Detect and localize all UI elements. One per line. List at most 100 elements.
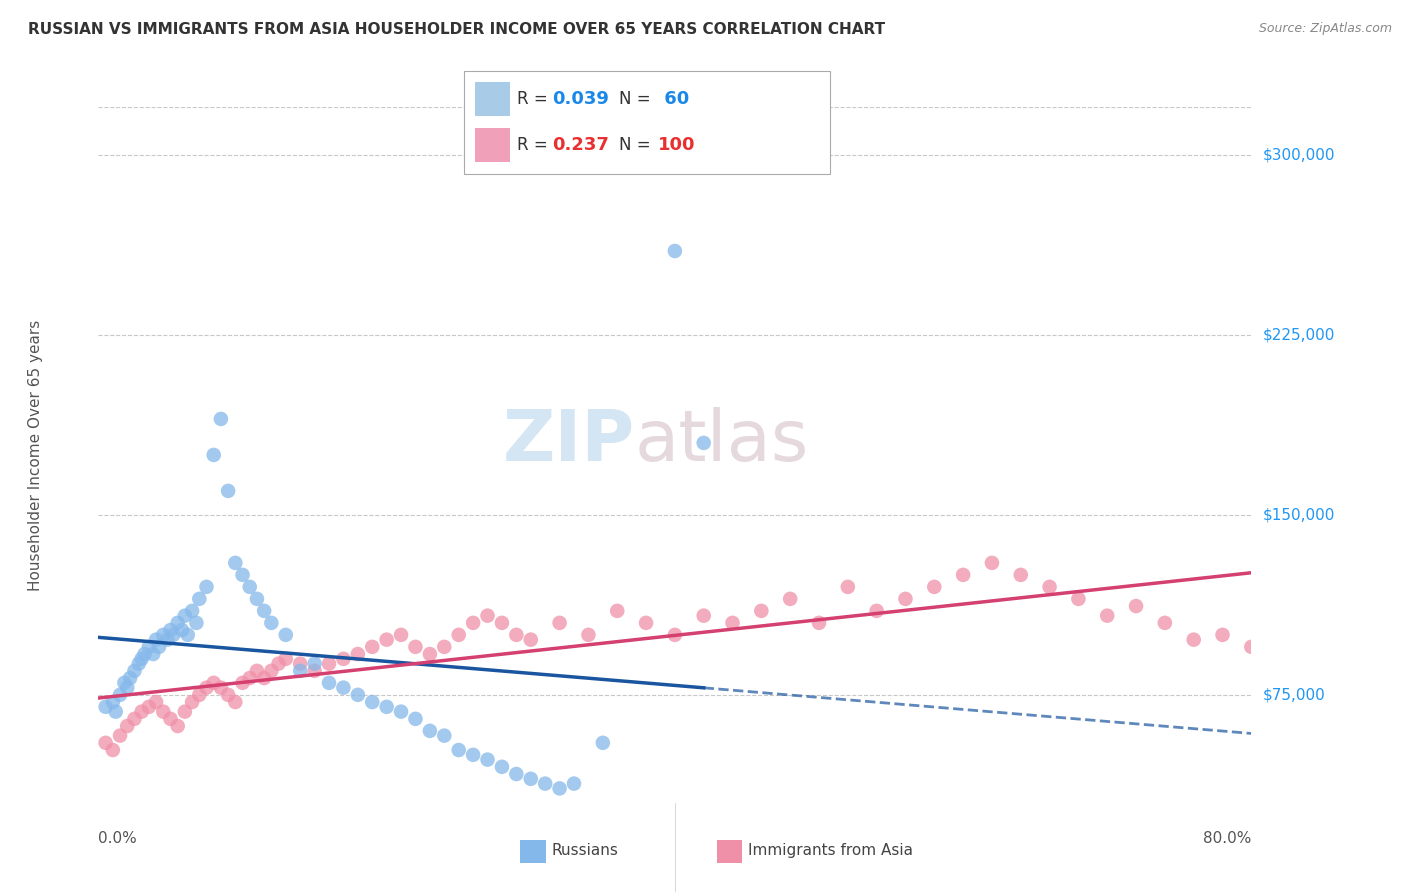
- Point: [318, 657, 340, 671]
- Text: N =: N =: [619, 136, 655, 154]
- Point: [924, 580, 946, 594]
- Point: [101, 695, 124, 709]
- Point: [548, 615, 571, 630]
- Point: [152, 628, 174, 642]
- Point: [491, 615, 513, 630]
- Point: [131, 705, 153, 719]
- Point: [405, 640, 427, 654]
- Point: [419, 647, 441, 661]
- Text: 60: 60: [658, 90, 689, 108]
- Point: [576, 628, 599, 642]
- Point: [1097, 608, 1119, 623]
- Point: [304, 664, 326, 678]
- Text: $225,000: $225,000: [1263, 327, 1334, 343]
- Text: Source: ZipAtlas.com: Source: ZipAtlas.com: [1258, 22, 1392, 36]
- Point: [246, 591, 269, 606]
- Point: [166, 719, 188, 733]
- Point: [112, 676, 135, 690]
- Point: [170, 623, 193, 637]
- Point: [461, 747, 484, 762]
- Point: [162, 628, 184, 642]
- Point: [148, 640, 170, 654]
- Point: [239, 671, 262, 685]
- Point: [267, 657, 290, 671]
- Point: [124, 664, 146, 678]
- Point: [156, 632, 179, 647]
- Point: [108, 688, 131, 702]
- Point: [1125, 599, 1147, 613]
- Point: [209, 681, 232, 695]
- Point: [174, 608, 197, 623]
- Point: [134, 647, 156, 661]
- Point: [260, 615, 283, 630]
- Point: [124, 712, 146, 726]
- Point: [375, 632, 398, 647]
- Point: [491, 760, 513, 774]
- Point: [145, 695, 167, 709]
- Text: RUSSIAN VS IMMIGRANTS FROM ASIA HOUSEHOLDER INCOME OVER 65 YEARS CORRELATION CHA: RUSSIAN VS IMMIGRANTS FROM ASIA HOUSEHOL…: [28, 22, 886, 37]
- Text: ZIP: ZIP: [502, 407, 634, 475]
- Point: [304, 657, 326, 671]
- Point: [224, 695, 246, 709]
- Point: [477, 608, 499, 623]
- Point: [142, 647, 165, 661]
- Point: [290, 664, 312, 678]
- Text: $150,000: $150,000: [1263, 508, 1334, 523]
- Text: 0.0%: 0.0%: [98, 830, 138, 846]
- Point: [1212, 628, 1234, 642]
- Point: [606, 604, 628, 618]
- Point: [166, 615, 188, 630]
- Point: [274, 652, 297, 666]
- Point: [346, 688, 368, 702]
- Text: N =: N =: [619, 90, 655, 108]
- Point: [419, 723, 441, 738]
- Point: [108, 729, 131, 743]
- Point: [375, 699, 398, 714]
- Point: [1067, 591, 1090, 606]
- Point: [260, 664, 283, 678]
- Point: [120, 671, 142, 685]
- Text: 0.039: 0.039: [553, 90, 609, 108]
- Point: [188, 591, 211, 606]
- Point: [520, 772, 543, 786]
- Point: [318, 676, 340, 690]
- Point: [361, 640, 384, 654]
- Point: [433, 640, 456, 654]
- Point: [117, 719, 138, 733]
- Point: [562, 776, 585, 790]
- Point: [246, 664, 269, 678]
- Point: [664, 244, 686, 258]
- Text: 0.237: 0.237: [553, 136, 609, 154]
- Point: [231, 676, 254, 690]
- Point: [837, 580, 859, 594]
- Text: Immigrants from Asia: Immigrants from Asia: [748, 844, 912, 858]
- Point: [274, 628, 297, 642]
- Point: [433, 729, 456, 743]
- Text: Russians: Russians: [551, 844, 619, 858]
- Point: [290, 657, 312, 671]
- Point: [1182, 632, 1205, 647]
- Point: [332, 652, 354, 666]
- Point: [636, 615, 658, 630]
- Point: [188, 688, 211, 702]
- Point: [94, 699, 117, 714]
- Point: [209, 412, 232, 426]
- Point: [239, 580, 262, 594]
- Point: [202, 448, 225, 462]
- Point: [186, 615, 208, 630]
- Point: [548, 781, 571, 796]
- Point: [520, 632, 543, 647]
- Point: [1153, 615, 1175, 630]
- Point: [346, 647, 368, 661]
- Point: [131, 652, 153, 666]
- Point: [361, 695, 384, 709]
- Point: [447, 628, 470, 642]
- Point: [231, 567, 254, 582]
- Point: [779, 591, 801, 606]
- Point: [664, 628, 686, 642]
- Point: [253, 604, 276, 618]
- Point: [217, 688, 239, 702]
- Point: [405, 712, 427, 726]
- Point: [693, 608, 716, 623]
- Point: [389, 628, 412, 642]
